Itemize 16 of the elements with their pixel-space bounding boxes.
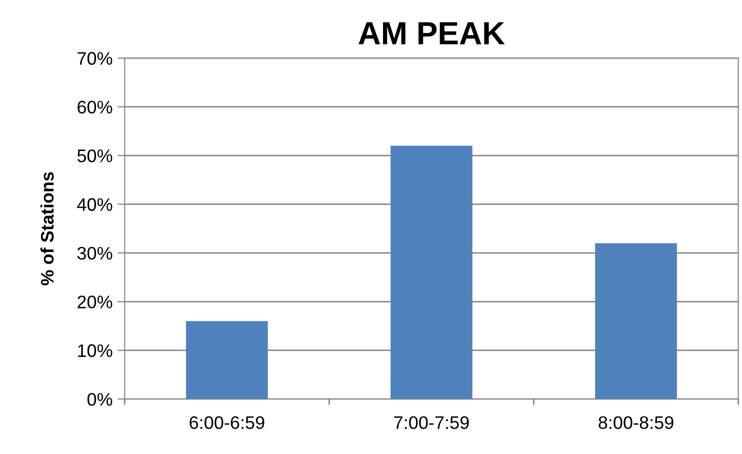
- y-tick-label: 40%: [77, 198, 112, 211]
- y-tick-label: 0%: [87, 393, 112, 406]
- chart-title: AM PEAK: [358, 22, 505, 44]
- bar: [595, 243, 677, 400]
- bar: [186, 321, 268, 400]
- y-tick-label: 30%: [77, 246, 112, 260]
- x-tick-label: 7:00-7:59: [394, 416, 469, 429]
- y-axis-title: % of Stations: [40, 172, 54, 286]
- bar: [390, 146, 472, 400]
- y-tick-label: 70%: [78, 52, 112, 65]
- x-tick-label: 6:00-6:59: [190, 416, 264, 429]
- y-tick-label: 20%: [78, 296, 112, 308]
- y-tick-label: 60%: [78, 100, 112, 114]
- y-tick-label: 10%: [78, 344, 112, 358]
- y-tick-label: 50%: [77, 149, 112, 162]
- x-tick-label: 8:00-8:59: [598, 416, 674, 429]
